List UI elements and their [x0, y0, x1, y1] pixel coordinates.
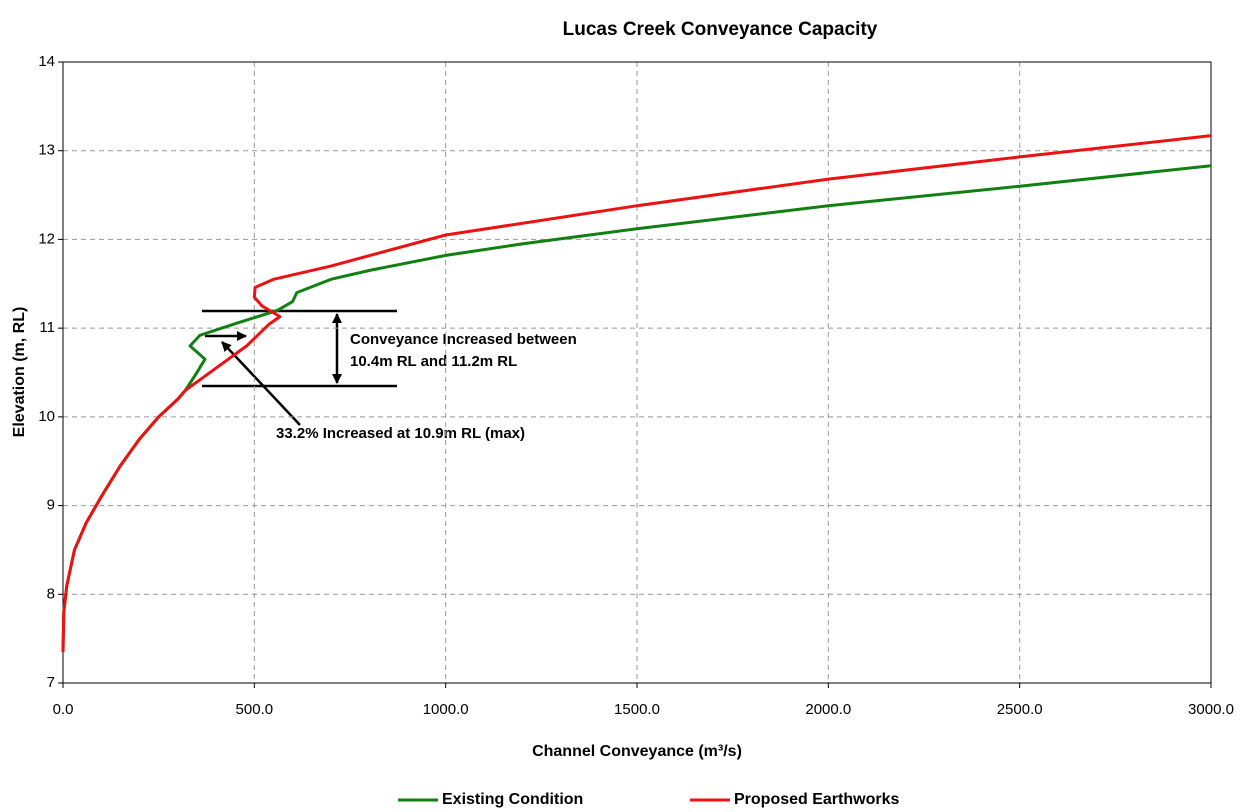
series-line [61, 134, 1212, 652]
y-tick-label: 13 [38, 142, 55, 159]
annotation-shapes [202, 309, 397, 426]
y-tick-label: 14 [38, 53, 55, 70]
x-tick-label: 2000.0 [805, 701, 851, 718]
x-tick-label: 2500.0 [997, 701, 1043, 718]
annotation: Conveyance Increased between [350, 331, 577, 348]
plot-border [62, 61, 1212, 684]
x-axis-label: Channel Conveyance (m³/s) [532, 743, 742, 760]
y-tick-label: 7 [47, 674, 55, 691]
x-tick-label: 0.0 [53, 701, 74, 718]
annotation: 10.4m RL and 11.2m RL [350, 353, 517, 370]
annotation: 33.2% Increased at 10.9m RL (max) [276, 425, 525, 442]
legend-label: Proposed Earthworks [734, 791, 899, 808]
y-axis-label: Elevation (m, RL) [11, 307, 28, 438]
x-tick-label: 1500.0 [614, 701, 660, 718]
x-tick-label: 3000.0 [1188, 701, 1234, 718]
y-tick-label: 10 [38, 408, 55, 425]
y-tick-label: 12 [38, 230, 55, 247]
legend-label: Existing Condition [442, 791, 583, 808]
chart-title: Lucas Creek Conveyance Capacity [563, 19, 878, 40]
y-tick-label: 11 [39, 319, 55, 336]
x-tick-label: 500.0 [236, 701, 274, 718]
y-tick-label: 8 [47, 585, 55, 602]
y-tick-label: 9 [47, 497, 55, 514]
x-tick-label: 1000.0 [423, 701, 469, 718]
